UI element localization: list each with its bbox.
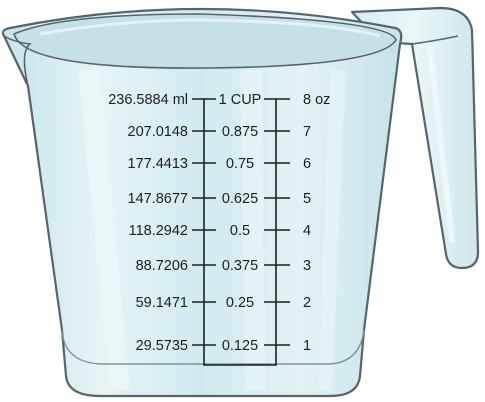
cup-label: 0.125 (222, 338, 258, 354)
cup-rim-highlight (39, 18, 381, 38)
ml-label: 118.2942 (129, 223, 188, 239)
scale-ticks (192, 98, 290, 346)
cup-label: 0.5 (230, 223, 250, 239)
handle-highlight (427, 45, 455, 243)
oz-label: 7 (303, 124, 311, 140)
cup-base-line (61, 329, 365, 365)
oz-label: 3 (303, 258, 311, 274)
cup-label: 0.75 (226, 156, 254, 172)
ml-label: 29.5735 (136, 338, 188, 354)
oz-label: 4 (303, 223, 311, 239)
cup-label: 0.25 (226, 295, 254, 311)
ml-label: 177.4413 (128, 156, 188, 172)
handle-inner-edge (411, 35, 459, 45)
oz-label: 8 oz (303, 92, 330, 108)
scale-box (203, 99, 277, 366)
cup-rim-inner (13, 13, 397, 69)
ml-label: 207.0148 (128, 124, 188, 140)
ml-label: 236.5884 ml (108, 92, 188, 108)
oz-label: 6 (303, 156, 311, 172)
glass-reflection-left (78, 70, 130, 390)
ml-label: 59.1471 (136, 295, 188, 311)
cup-label: 0.875 (222, 124, 258, 140)
scale-labels: 236.5884 ml 1 CUP 8 oz 207.0148 0.875 7 177.44… (108, 92, 330, 354)
oz-label: 2 (303, 295, 311, 311)
cup-label: 1 CUP (219, 92, 262, 108)
glass-reflection-center (240, 70, 265, 390)
cup-label: 0.375 (222, 258, 258, 274)
oz-label: 1 (303, 338, 311, 354)
oz-label: 5 (303, 191, 311, 207)
ml-label: 88.7206 (136, 258, 188, 274)
glass-reflection-right (318, 70, 346, 390)
ml-label: 147.8677 (128, 191, 188, 207)
cup-label: 0.625 (222, 191, 258, 207)
cup-spout (3, 35, 32, 87)
